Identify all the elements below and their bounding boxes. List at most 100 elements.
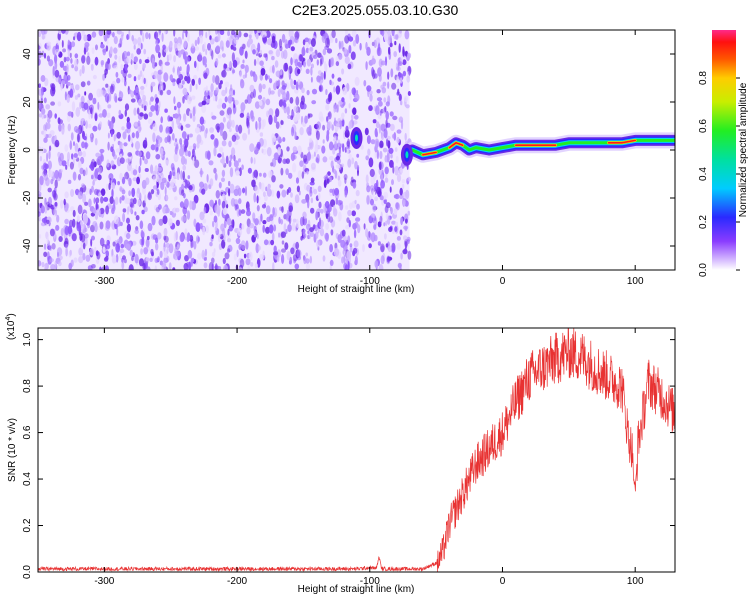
- noise-speckle: [260, 68, 266, 76]
- noise-speckle: [50, 264, 56, 270]
- noise-speckle: [363, 223, 366, 230]
- noise-speckle: [343, 173, 348, 181]
- noise-speckle: [161, 260, 167, 268]
- noise-speckle: [265, 186, 268, 192]
- noise-speckle: [134, 140, 141, 151]
- noise-speckle: [41, 261, 45, 268]
- noise-speckle: [142, 100, 148, 108]
- noise-speckle: [65, 164, 68, 170]
- noise-speckle: [120, 34, 124, 41]
- noise-speckle: [101, 90, 107, 96]
- noise-speckle: [151, 215, 156, 226]
- noise-speckle: [202, 226, 206, 236]
- snr-scale-suffix: ): [6, 313, 17, 316]
- noise-speckle: [341, 68, 345, 75]
- noise-speckle: [406, 75, 411, 83]
- noise-speckle: [288, 215, 292, 225]
- noise-speckle: [149, 124, 154, 129]
- noise-speckle: [66, 74, 71, 81]
- noise-speckle: [120, 69, 124, 75]
- noise-speckle: [402, 192, 408, 198]
- noise-speckle: [49, 145, 52, 151]
- noise-speckle: [365, 155, 370, 161]
- noise-speckle: [257, 42, 261, 53]
- noise-speckle: [48, 170, 54, 178]
- noise-speckle: [244, 64, 249, 73]
- noise-speckle: [298, 190, 301, 196]
- noise-speckle: [329, 156, 334, 161]
- noise-speckle: [262, 220, 267, 225]
- noise-speckle: [122, 212, 126, 223]
- noise-speckle: [309, 255, 312, 264]
- noise-speckle: [342, 249, 345, 255]
- noise-speckle: [280, 120, 284, 126]
- noise-speckle: [275, 49, 281, 58]
- noise-speckle: [164, 30, 167, 35]
- noise-speckle: [79, 167, 84, 175]
- snr-panel: -300 -200 -100 0 100 0.0 0.2 0.4 0.6 0.8 1.0 Heigh…: [5, 313, 676, 595]
- noise-speckle: [69, 161, 74, 170]
- noise-speckle: [222, 130, 228, 141]
- noise-speckle: [137, 37, 142, 46]
- noise-speckle: [192, 114, 196, 122]
- noise-speckle: [325, 37, 331, 48]
- noise-speckle: [310, 76, 313, 83]
- snr-ytick-label: 0.8: [22, 379, 33, 393]
- noise-speckle: [56, 214, 60, 223]
- noise-speckle: [407, 91, 411, 96]
- noise-speckle: [384, 155, 388, 163]
- noise-speckle: [72, 209, 76, 218]
- noise-speckle: [222, 102, 226, 109]
- noise-speckle: [344, 108, 348, 114]
- noise-speckle: [399, 264, 402, 270]
- noise-speckle: [394, 40, 397, 46]
- noise-speckle: [204, 248, 208, 257]
- noise-speckle: [102, 73, 105, 81]
- noise-speckle: [133, 44, 136, 50]
- noise-speckle: [349, 243, 353, 248]
- noise-speckle: [369, 93, 373, 102]
- noise-speckle: [162, 246, 166, 255]
- noise-speckle: [187, 175, 191, 180]
- noise-speckle: [339, 116, 345, 121]
- noise-speckle: [250, 110, 254, 120]
- noise-speckle: [223, 233, 226, 243]
- snr-xtick-label: -100: [360, 576, 380, 587]
- noise-speckle: [70, 132, 74, 141]
- noise-speckle: [165, 207, 170, 214]
- noise-speckle: [77, 133, 80, 143]
- noise-speckle: [389, 34, 392, 45]
- noise-speckle: [132, 197, 137, 205]
- noise-speckle: [383, 195, 386, 200]
- noise-speckle: [81, 64, 85, 74]
- noise-speckle: [54, 69, 60, 78]
- noise-speckle: [253, 192, 257, 203]
- noise-speckle: [390, 207, 393, 215]
- noise-speckle: [207, 43, 211, 51]
- noise-speckle: [277, 79, 281, 88]
- noise-speckle: [406, 52, 412, 59]
- noise-speckle: [43, 129, 47, 138]
- noise-speckle: [40, 205, 45, 214]
- noise-speckle: [164, 61, 170, 66]
- noise-speckle: [405, 104, 410, 109]
- noise-speckle: [316, 240, 321, 248]
- noise-speckle: [84, 142, 89, 148]
- noise-speckle: [386, 135, 391, 140]
- noise-speckle: [221, 140, 227, 147]
- snr-ytick-label: 0.0: [22, 565, 33, 579]
- noise-speckle: [214, 75, 220, 85]
- noise-speckle: [165, 159, 169, 166]
- noise-speckle: [130, 98, 136, 103]
- noise-speckle: [273, 224, 277, 232]
- noise-speckle: [195, 83, 198, 90]
- noise-speckle: [281, 85, 287, 90]
- noise-speckle: [57, 30, 62, 35]
- noise-speckle: [38, 191, 42, 197]
- noise-speckle: [305, 252, 309, 257]
- noise-speckle: [100, 188, 106, 196]
- noise-speckle: [134, 211, 137, 216]
- noise-speckle: [150, 164, 154, 174]
- noise-speckle: [408, 66, 411, 76]
- noise-speckle: [391, 228, 395, 234]
